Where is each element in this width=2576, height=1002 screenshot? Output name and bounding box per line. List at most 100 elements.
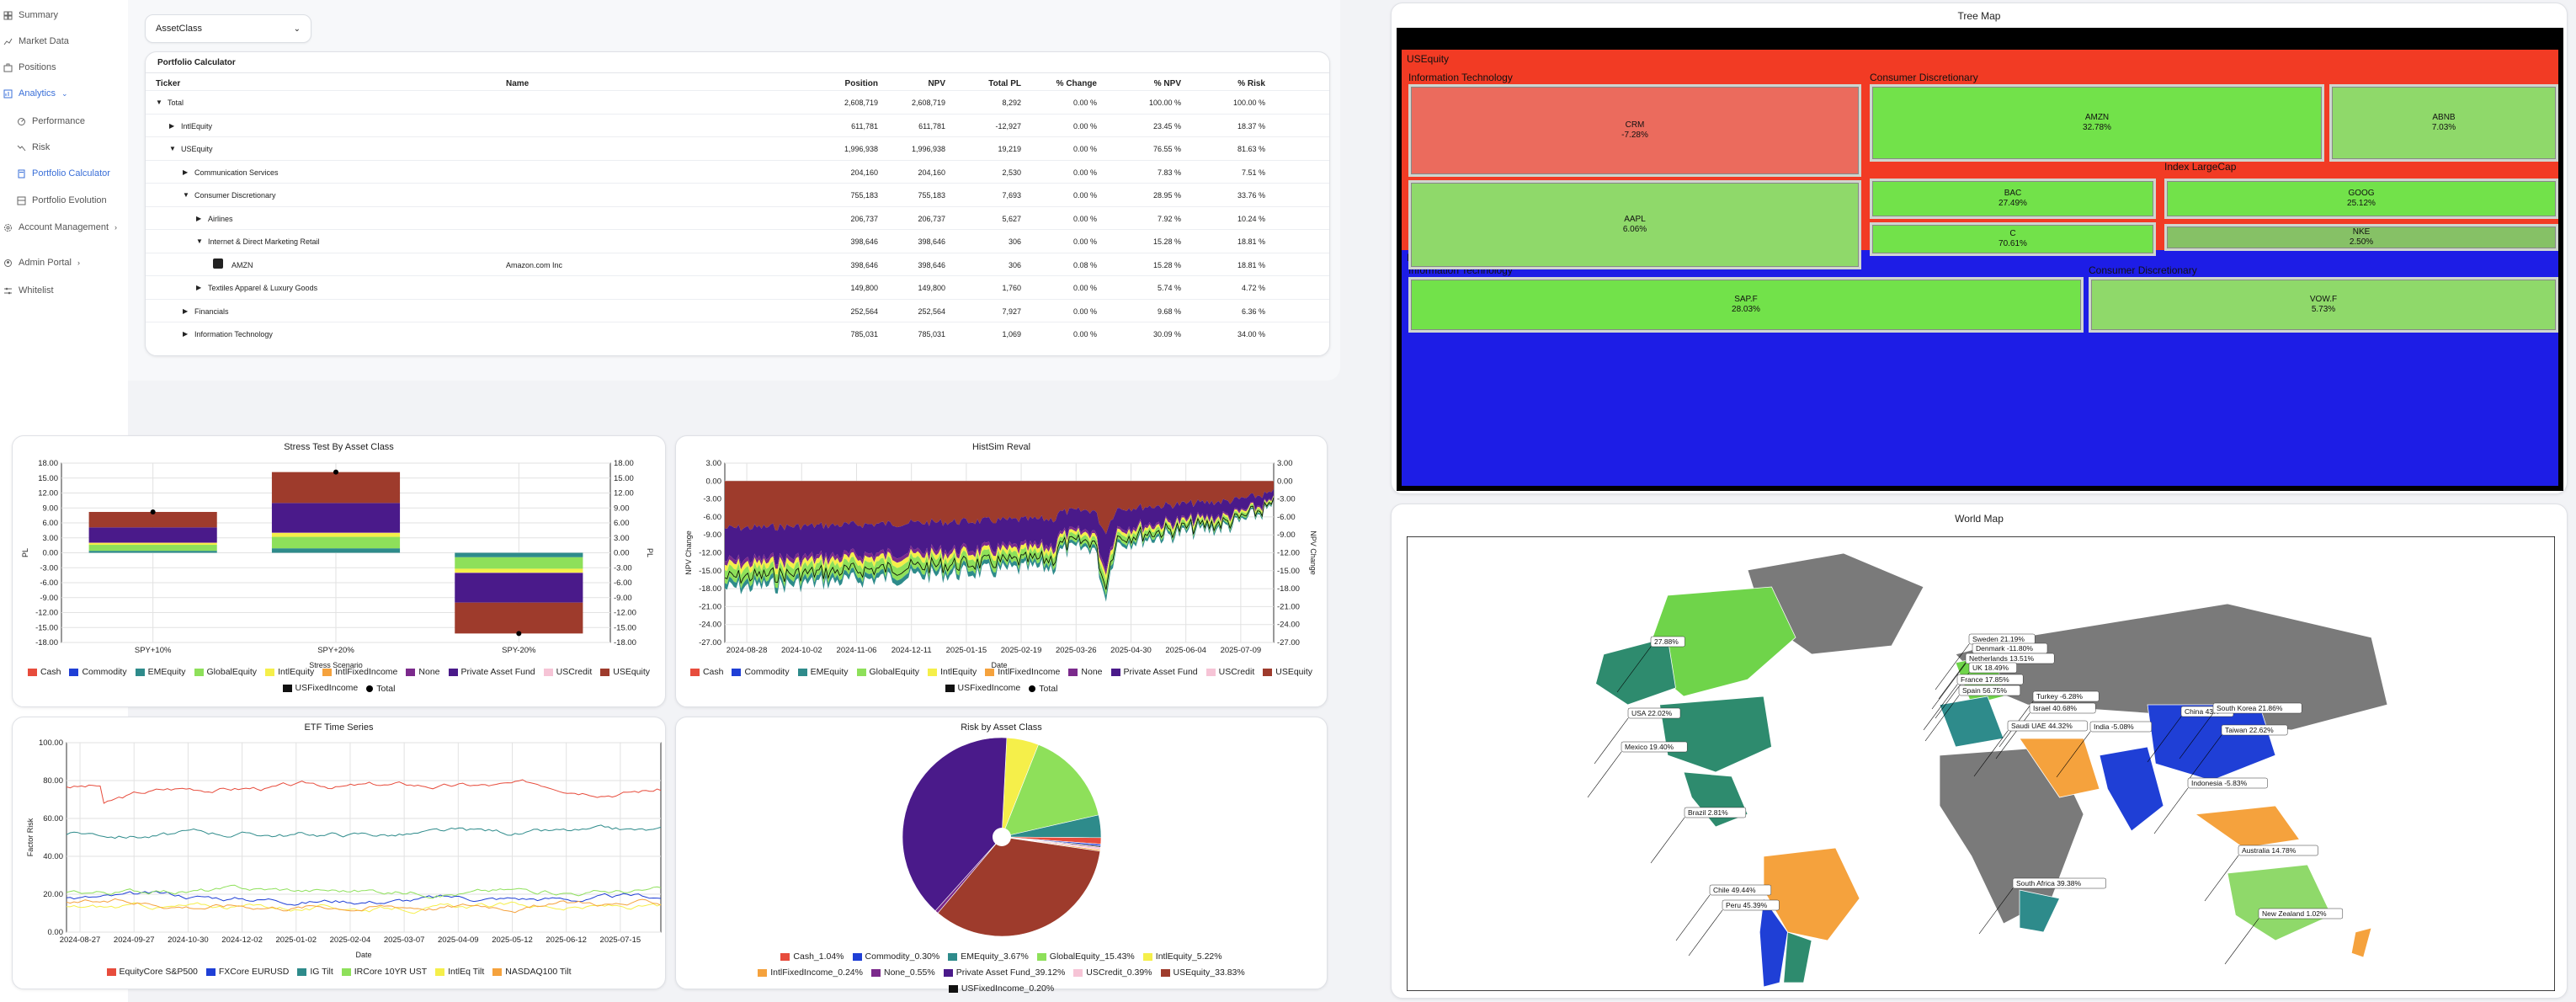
legend-item[interactable]: USFixedIncome_0.20% (948, 982, 1054, 996)
legend-item[interactable]: USCredit (1206, 665, 1254, 680)
country-label[interactable]: Netherlands 13.51% (1931, 653, 2055, 710)
treemap-tile[interactable]: NKE 2.50% (2164, 224, 2558, 251)
expand-caret-icon[interactable]: ▶ (196, 284, 202, 291)
sidebar-item-analytics[interactable]: Analytics ⌄ (3, 86, 68, 101)
legend-item[interactable]: EMEquity_3.67% (948, 950, 1029, 964)
sidebar-item-admin-portal[interactable]: Admin Portal › (3, 255, 80, 270)
country-label[interactable]: Indonesia -5.83% (2153, 777, 2268, 834)
legend-item[interactable]: IntlEq Tilt (435, 965, 484, 979)
table-row[interactable]: AMZN Amazon.com Inc 398,646 398,646 306 0.08 … (146, 252, 1329, 275)
treemap-tile[interactable]: AMZN 32.78% (1870, 84, 2324, 162)
table-row[interactable]: ▶ IntlEquity 611,781 611,781 -12,927 0.00 % 23… (146, 113, 1329, 136)
country-label[interactable]: Sweden 21.19% (1935, 633, 2036, 690)
legend-item[interactable]: USEquity_33.83% (1160, 966, 1245, 980)
country-label[interactable]: South Africa 39.38% (1978, 877, 2106, 935)
col-header-pct-npv[interactable]: % NPV (1153, 79, 1181, 88)
expand-caret-icon[interactable]: ▶ (183, 330, 189, 338)
legend-item[interactable]: IntlEquity (928, 665, 977, 680)
sidebar-item-account-management[interactable]: Account Management › (3, 220, 117, 235)
table-row[interactable]: ▼ Internet & Direct Marketing Retail 398,6… (146, 229, 1329, 252)
table-row[interactable]: ▶ Information Technology 785,031 785,031 1,0… (146, 322, 1329, 344)
col-header-npv[interactable]: NPV (928, 79, 945, 88)
collapse-caret-icon[interactable]: ▼ (196, 237, 203, 245)
table-row[interactable]: ▼ Consumer Discretionary 755,183 755,183 7,6… (146, 183, 1329, 205)
legend-item[interactable]: EMEquity (135, 665, 186, 680)
treemap-tile[interactable]: ABNB 7.03% (2329, 84, 2558, 162)
legend-item[interactable]: Private Asset Fund (1110, 665, 1198, 680)
country-label[interactable]: Chile 49.44% (1675, 884, 1772, 941)
col-header-ticker[interactable]: Ticker (156, 79, 181, 88)
legend-item[interactable]: USCredit (543, 665, 592, 680)
country-label[interactable]: UK 18.49% (1935, 662, 2017, 719)
country-label[interactable]: USA 22.02% (1594, 707, 1681, 765)
sidebar-item-positions[interactable]: Positions (3, 60, 56, 75)
sidebar-item-risk[interactable]: Risk (17, 140, 50, 155)
country-label[interactable]: Spain 56.75% (1924, 685, 2021, 742)
col-header-name[interactable]: Name (506, 79, 530, 88)
legend-item[interactable]: IntlEquity_5.22% (1142, 950, 1222, 964)
legend-item[interactable]: EMEquity (797, 665, 849, 680)
legend-item[interactable]: IRCore 10YR UST (341, 965, 427, 979)
col-header-position[interactable]: Position (844, 79, 878, 88)
table-row[interactable]: ▼ Total 2,608,719 2,608,719 8,292 0.00 % 100.0… (146, 90, 1329, 113)
legend-item[interactable]: Total (1029, 682, 1057, 696)
country-label[interactable]: Saudi UAE 44.32% (1973, 720, 2088, 777)
sidebar-item-performance[interactable]: Performance (17, 114, 85, 129)
country-label[interactable]: Peru 45.39% (1688, 899, 1780, 957)
expand-caret-icon[interactable]: ▶ (183, 168, 189, 176)
legend-item[interactable]: USFixedIncome (945, 681, 1020, 696)
legend-item[interactable]: GlobalEquity_15.43% (1036, 950, 1135, 964)
legend-item[interactable]: Private Asset Fund_39.12% (943, 966, 1065, 980)
sidebar-item-whitelist[interactable]: Whitelist (3, 283, 54, 298)
country-label[interactable]: Australia 14.78% (2204, 845, 2318, 902)
country-label[interactable]: Brazil 2.81% (1650, 807, 1747, 864)
collapse-caret-icon[interactable]: ▼ (156, 99, 162, 106)
col-header-total-pl[interactable]: Total PL (988, 79, 1021, 88)
legend-item[interactable]: Total (366, 682, 395, 696)
legend-item[interactable]: USEquity (1263, 665, 1312, 680)
treemap-tile[interactable]: GOOG 25.12% (2164, 179, 2558, 219)
group-by-select[interactable]: AssetClass ⌄ (145, 14, 311, 43)
sidebar-item-portfolio-calculator[interactable]: Portfolio Calculator (17, 166, 110, 181)
table-row[interactable]: ▶ Airlines 206,737 206,737 5,627 0.00 % 7.92 %… (146, 205, 1329, 229)
legend-item[interactable]: IntlFixedIncome (985, 665, 1060, 680)
expand-caret-icon[interactable]: ▶ (183, 306, 189, 315)
table-row[interactable]: ▼ USEquity 1,996,938 1,996,938 19,219 0.00 % 7… (146, 136, 1329, 159)
legend-item[interactable]: IG Tilt (297, 965, 333, 979)
legend-item[interactable]: Commodity_0.30% (852, 950, 939, 964)
treemap-tile[interactable]: VOW.F 5.73% (2089, 277, 2558, 333)
table-row[interactable]: ▶ Communication Services 204,160 204,160 2,5… (146, 159, 1329, 183)
legend-item[interactable]: USCredit_0.39% (1073, 966, 1152, 980)
collapse-caret-icon[interactable]: ▼ (183, 191, 189, 199)
table-row[interactable]: ▶ Financials 252,564 252,564 7,927 0.00 % 9.68… (146, 298, 1329, 322)
legend-item[interactable]: GlobalEquity (856, 665, 919, 680)
legend-item[interactable]: IntlFixedIncome_0.24% (758, 966, 863, 980)
sidebar-item-portfolio-evolution[interactable]: Portfolio Evolution (17, 193, 107, 208)
legend-item[interactable]: IntlFixedIncome (322, 665, 397, 680)
treemap-tile[interactable]: BAC 27.49% (1870, 179, 2156, 219)
legend-item[interactable]: NASDAQ100 Tilt (492, 965, 572, 979)
country-label[interactable]: France 17.85% (1923, 674, 2024, 731)
sidebar-item-summary[interactable]: Summary (3, 8, 58, 23)
legend-item[interactable]: IntlEquity (265, 665, 314, 680)
legend-item[interactable]: USEquity (600, 665, 650, 680)
legend-item[interactable]: Cash (689, 665, 723, 680)
legend-item[interactable]: Cash (27, 665, 61, 680)
legend-item[interactable]: GlobalEquity (194, 665, 257, 680)
country-label[interactable]: India -5.08% (2056, 721, 2153, 778)
expand-caret-icon[interactable]: ▶ (169, 121, 175, 130)
country-label[interactable]: 27.88% (1616, 636, 1685, 693)
treemap-tile[interactable]: C 70.61% (1870, 222, 2156, 256)
sidebar-item-market-data[interactable]: Market Data (3, 34, 69, 49)
legend-item[interactable]: Cash_1.04% (780, 950, 844, 964)
expand-caret-icon[interactable]: ▶ (196, 214, 202, 222)
legend-item[interactable]: Commodity (732, 665, 790, 680)
treemap-tile[interactable]: AAPL 6.06% (1408, 180, 1861, 269)
legend-item[interactable]: Commodity (69, 665, 127, 680)
country-label[interactable]: Mexico 19.40% (1587, 741, 1688, 798)
table-row[interactable]: ▶ Textiles Apparel & Luxury Goods 149,800 1… (146, 275, 1329, 298)
treemap-tile[interactable]: CRM -7.28% (1408, 84, 1861, 177)
treemap-tile[interactable]: SAP.F 28.03% (1408, 277, 2084, 333)
legend-item[interactable]: None (1068, 665, 1103, 680)
legend-item[interactable]: None (406, 665, 440, 680)
